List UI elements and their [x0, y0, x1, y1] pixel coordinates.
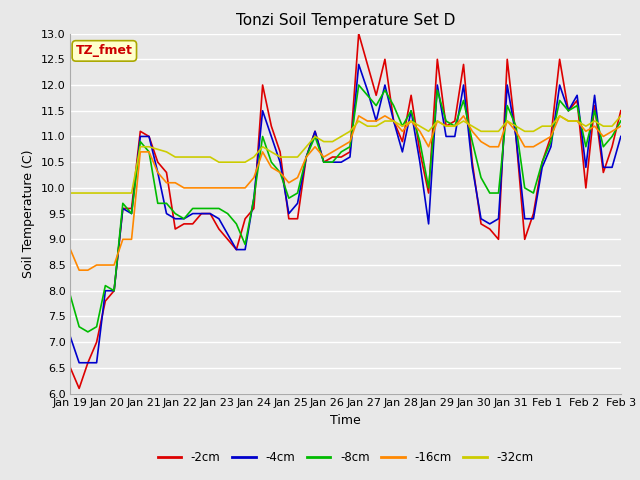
-2cm — [303, 154, 310, 160]
-32cm — [67, 190, 74, 196]
-4cm — [346, 154, 354, 160]
-32cm — [294, 154, 301, 160]
-32cm — [425, 129, 433, 134]
-4cm — [442, 133, 450, 139]
-4cm — [67, 334, 74, 340]
-16cm — [390, 118, 397, 124]
-8cm — [617, 118, 625, 124]
-16cm — [442, 123, 450, 129]
-2cm — [346, 149, 354, 155]
-4cm — [433, 82, 441, 88]
-2cm — [617, 108, 625, 114]
Text: TZ_fmet: TZ_fmet — [76, 44, 132, 58]
-16cm — [303, 154, 310, 160]
-8cm — [67, 293, 74, 299]
-2cm — [145, 133, 153, 139]
-2cm — [76, 385, 83, 391]
-2cm — [390, 118, 397, 124]
-4cm — [617, 133, 625, 139]
Legend: -2cm, -4cm, -8cm, -16cm, -32cm: -2cm, -4cm, -8cm, -16cm, -32cm — [153, 446, 538, 469]
-8cm — [84, 329, 92, 335]
-4cm — [76, 360, 83, 366]
-16cm — [346, 139, 354, 144]
-32cm — [416, 123, 424, 129]
-4cm — [303, 154, 310, 160]
-16cm — [355, 113, 362, 119]
-2cm — [355, 31, 362, 36]
Line: -32cm: -32cm — [70, 116, 621, 193]
-2cm — [433, 57, 441, 62]
Y-axis label: Soil Temperature (C): Soil Temperature (C) — [22, 149, 35, 278]
Line: -2cm: -2cm — [70, 34, 621, 388]
-32cm — [556, 113, 563, 119]
-8cm — [346, 144, 354, 150]
-16cm — [617, 123, 625, 129]
-32cm — [617, 113, 625, 119]
-4cm — [145, 133, 153, 139]
-8cm — [390, 103, 397, 108]
-16cm — [76, 267, 83, 273]
-32cm — [372, 123, 380, 129]
Line: -8cm: -8cm — [70, 85, 621, 332]
Line: -4cm: -4cm — [70, 64, 621, 363]
-2cm — [442, 123, 450, 129]
-16cm — [67, 247, 74, 252]
-8cm — [355, 82, 362, 88]
Title: Tonzi Soil Temperature Set D: Tonzi Soil Temperature Set D — [236, 13, 455, 28]
-4cm — [390, 118, 397, 124]
Line: -16cm: -16cm — [70, 116, 621, 270]
-4cm — [355, 61, 362, 67]
X-axis label: Time: Time — [330, 414, 361, 427]
-16cm — [433, 118, 441, 124]
-16cm — [145, 149, 153, 155]
-32cm — [136, 144, 144, 150]
-8cm — [145, 149, 153, 155]
-8cm — [442, 118, 450, 124]
-32cm — [337, 133, 345, 139]
-8cm — [433, 87, 441, 93]
-2cm — [67, 365, 74, 371]
-8cm — [303, 154, 310, 160]
